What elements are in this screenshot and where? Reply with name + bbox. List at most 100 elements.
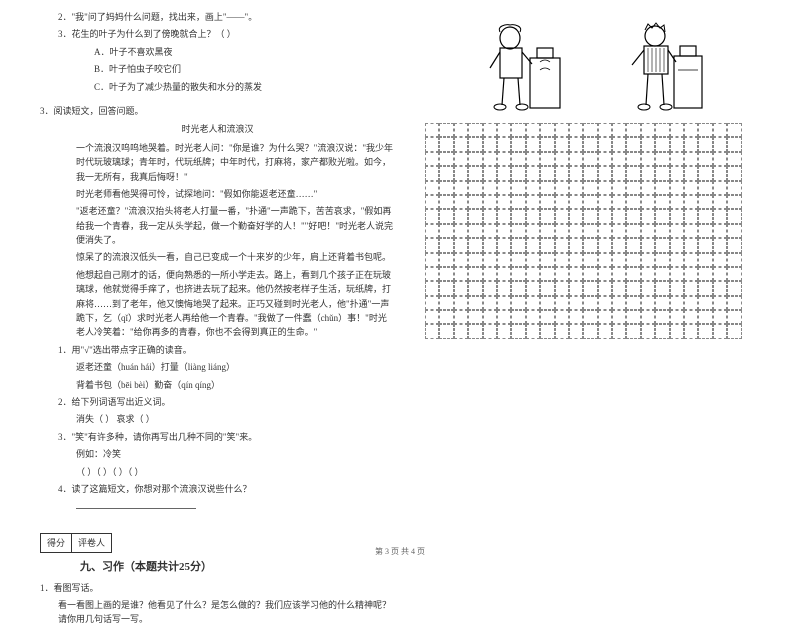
grid-cell [598, 253, 612, 267]
grid-cell [727, 224, 741, 238]
grid-cell [569, 296, 583, 310]
grid-cell [439, 310, 453, 324]
writing-q1: 1．看图写话。 [40, 581, 395, 595]
grid-cell [497, 238, 511, 252]
grid-cell [483, 181, 497, 195]
grid-cell [713, 209, 727, 223]
grid-cell [497, 253, 511, 267]
grid-cell [555, 181, 569, 195]
grid-cell [439, 324, 453, 338]
grid-cell [483, 324, 497, 338]
grid-cell [497, 209, 511, 223]
grid-cell [468, 209, 482, 223]
grid-cell [698, 181, 712, 195]
grid-cell [526, 310, 540, 324]
grid-cell [641, 267, 655, 281]
grid-cell [713, 324, 727, 338]
grid-cell [713, 253, 727, 267]
grid-cell [598, 324, 612, 338]
grid-cell [439, 166, 453, 180]
grid-cell [454, 267, 468, 281]
grid-cell [569, 181, 583, 195]
grid-cell [713, 281, 727, 295]
grid-cell [583, 296, 597, 310]
grid-cell [626, 238, 640, 252]
grid-cell [641, 253, 655, 267]
grid-cell [684, 324, 698, 338]
grid-cell [670, 224, 684, 238]
grid-cell [468, 310, 482, 324]
grid-cell [439, 152, 453, 166]
grid-cell [511, 181, 525, 195]
writing-grid [425, 123, 755, 339]
grid-cell [468, 195, 482, 209]
reading-header: 3．阅读短文，回答问题。 [40, 104, 395, 118]
grid-cell [526, 224, 540, 238]
grid-cell [511, 324, 525, 338]
grid-cell [713, 310, 727, 324]
grid-cell [655, 281, 669, 295]
grid-cell [497, 224, 511, 238]
grid-cell [626, 181, 640, 195]
grid-cell [698, 267, 712, 281]
story-p4: 惊呆了的流浪汉低头一看，自己已变成一个十来岁的少年，肩上还背着书包呢。 [40, 250, 395, 264]
grid-cell [468, 123, 482, 137]
grid-cell [540, 137, 554, 151]
grid-cell [713, 296, 727, 310]
grid-cell [612, 296, 626, 310]
grid-cell [612, 238, 626, 252]
grid-cell [727, 324, 741, 338]
grid-cell [598, 281, 612, 295]
grid-cell [483, 152, 497, 166]
grid-cell [483, 296, 497, 310]
grid-cell [511, 123, 525, 137]
grid-cell [598, 267, 612, 281]
sub-q1: 1．用"√"选出带点字正确的读音。 [40, 343, 395, 357]
grid-cell [497, 195, 511, 209]
grid-cell [483, 209, 497, 223]
grid-cell [641, 137, 655, 151]
grid-cell [641, 166, 655, 180]
grid-cell [555, 152, 569, 166]
grid-cell [425, 181, 439, 195]
grid-cell [583, 166, 597, 180]
illustration [450, 10, 730, 115]
grid-cell [511, 238, 525, 252]
question-2: 2．"我"问了妈妈什么问题，找出来，画上"——"。 [40, 10, 395, 24]
grid-cell [497, 324, 511, 338]
grid-cell [454, 324, 468, 338]
grid-cell [425, 267, 439, 281]
grid-cell [641, 238, 655, 252]
grid-cell [670, 281, 684, 295]
sub-q1b: 背着书包（bēi bèi）勤奋（qín qíng） [40, 378, 395, 392]
grid-cell [555, 324, 569, 338]
grid-cell [439, 253, 453, 267]
grid-cell [684, 224, 698, 238]
grid-cell [526, 296, 540, 310]
grid-cell [612, 195, 626, 209]
grid-cell [454, 281, 468, 295]
grid-cell [511, 281, 525, 295]
grid-cell [569, 209, 583, 223]
grid-cell [612, 253, 626, 267]
grid-cell [598, 137, 612, 151]
grid-cell [727, 152, 741, 166]
grid-cell [655, 296, 669, 310]
grid-cell [569, 310, 583, 324]
grid-cell [425, 238, 439, 252]
grid-cell [555, 166, 569, 180]
grid-cell [727, 137, 741, 151]
grid-cell [454, 181, 468, 195]
grid-cell [612, 181, 626, 195]
grid-cell [670, 267, 684, 281]
grid-cell [626, 137, 640, 151]
grid-cell [468, 181, 482, 195]
story-p5: 他想起自己刚才的话，便向熟悉的一所小学走去。路上，看到几个孩子正在玩玻璃球，他就… [40, 268, 395, 340]
grid-cell [698, 209, 712, 223]
grid-cell [569, 152, 583, 166]
grid-cell [511, 152, 525, 166]
grid-cell [454, 224, 468, 238]
grid-cell [454, 238, 468, 252]
grid-cell [655, 181, 669, 195]
grid-cell [483, 281, 497, 295]
